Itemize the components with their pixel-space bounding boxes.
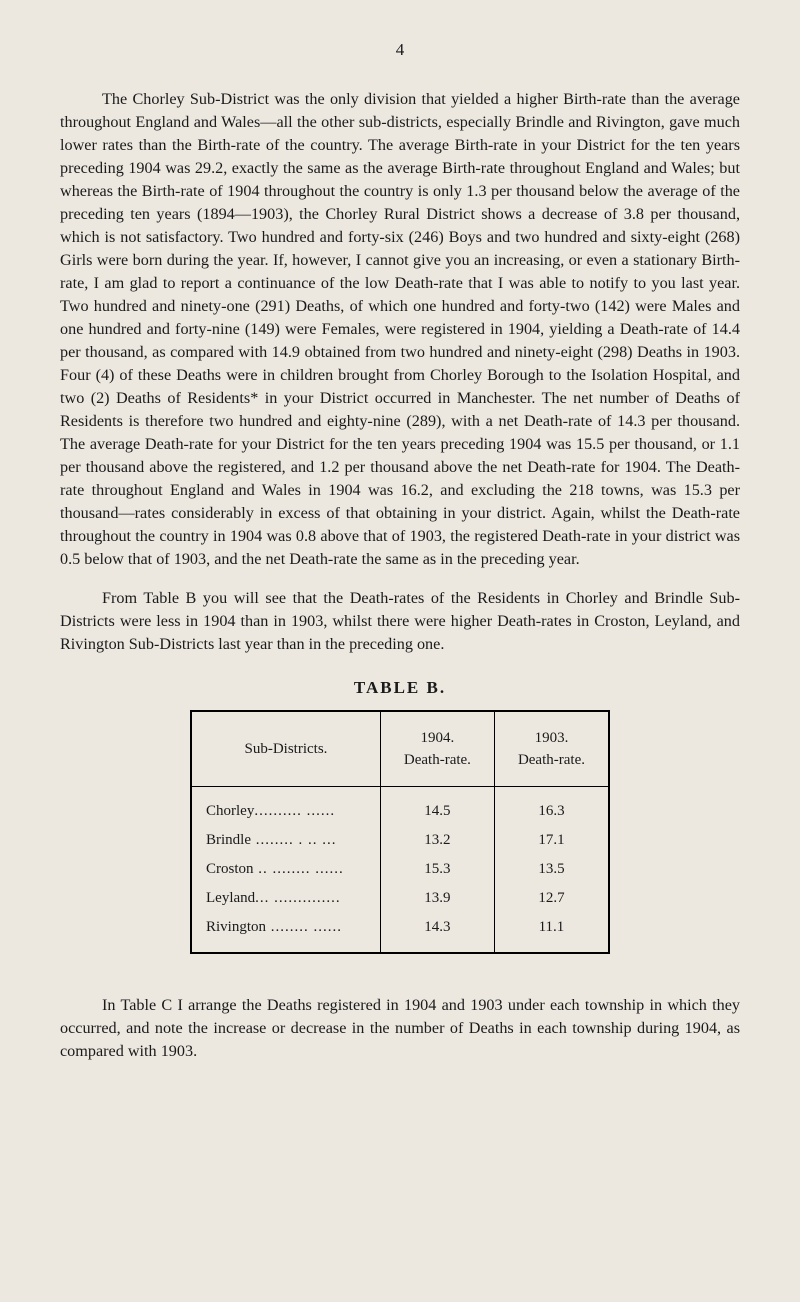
cell-1904: 13.2 bbox=[380, 826, 494, 855]
cell-1904: 13.9 bbox=[380, 884, 494, 913]
table-row: Leyland... .............. 13.9 12.7 bbox=[191, 884, 609, 913]
col-header-subdistricts: Sub-Districts. bbox=[191, 711, 380, 787]
row-label: Croston .. ........ ...... bbox=[191, 855, 380, 884]
cell-1903: 11.1 bbox=[494, 913, 609, 953]
table-row: Rivington ........ ...... 14.3 11.1 bbox=[191, 913, 609, 953]
row-name: Brindle bbox=[206, 832, 251, 848]
row-name: Leyland bbox=[206, 890, 255, 906]
row-name: Croston bbox=[206, 861, 254, 877]
col-year-1903: 1903. bbox=[535, 730, 569, 746]
paragraph-2: From Table B you will see that the Death… bbox=[60, 587, 740, 656]
col-label-1903: Death-rate. bbox=[518, 752, 585, 768]
cell-1903: 13.5 bbox=[494, 855, 609, 884]
cell-1904: 15.3 bbox=[380, 855, 494, 884]
row-dots: .......... ...... bbox=[254, 803, 335, 819]
table-b: Sub-Districts. 1904. Death-rate. 1903. D… bbox=[190, 710, 610, 954]
cell-1904: 14.5 bbox=[380, 787, 494, 827]
document-page: 4 The Chorley Sub-District was the only … bbox=[0, 0, 800, 1302]
col-year-1904: 1904. bbox=[421, 730, 455, 746]
row-label: Chorley.......... ...... bbox=[191, 787, 380, 827]
row-dots: ... .............. bbox=[255, 890, 341, 906]
table-row: Croston .. ........ ...... 15.3 13.5 bbox=[191, 855, 609, 884]
cell-1903: 17.1 bbox=[494, 826, 609, 855]
row-dots: ........ . .. ... bbox=[251, 832, 337, 848]
row-label: Rivington ........ ...... bbox=[191, 913, 380, 953]
cell-1904: 14.3 bbox=[380, 913, 494, 953]
table-row: Chorley.......... ...... 14.5 16.3 bbox=[191, 787, 609, 827]
table-b-wrap: Sub-Districts. 1904. Death-rate. 1903. D… bbox=[60, 710, 740, 954]
table-row: Brindle ........ . .. ... 13.2 17.1 bbox=[191, 826, 609, 855]
cell-1903: 12.7 bbox=[494, 884, 609, 913]
row-dots: .. ........ ...... bbox=[254, 861, 344, 877]
page-number: 4 bbox=[60, 40, 740, 60]
row-dots: ........ ...... bbox=[266, 919, 342, 935]
row-label: Brindle ........ . .. ... bbox=[191, 826, 380, 855]
paragraph-1: The Chorley Sub-District was the only di… bbox=[60, 88, 740, 571]
table-title: TABLE B. bbox=[60, 678, 740, 698]
paragraph-3: In Table C I arrange the Deaths register… bbox=[60, 994, 740, 1063]
col-header-1904: 1904. Death-rate. bbox=[380, 711, 494, 787]
row-label: Leyland... .............. bbox=[191, 884, 380, 913]
col-label-1904: Death-rate. bbox=[404, 752, 471, 768]
cell-1903: 16.3 bbox=[494, 787, 609, 827]
col-header-1903: 1903. Death-rate. bbox=[494, 711, 609, 787]
row-name: Rivington bbox=[206, 919, 266, 935]
row-name: Chorley bbox=[206, 803, 254, 819]
